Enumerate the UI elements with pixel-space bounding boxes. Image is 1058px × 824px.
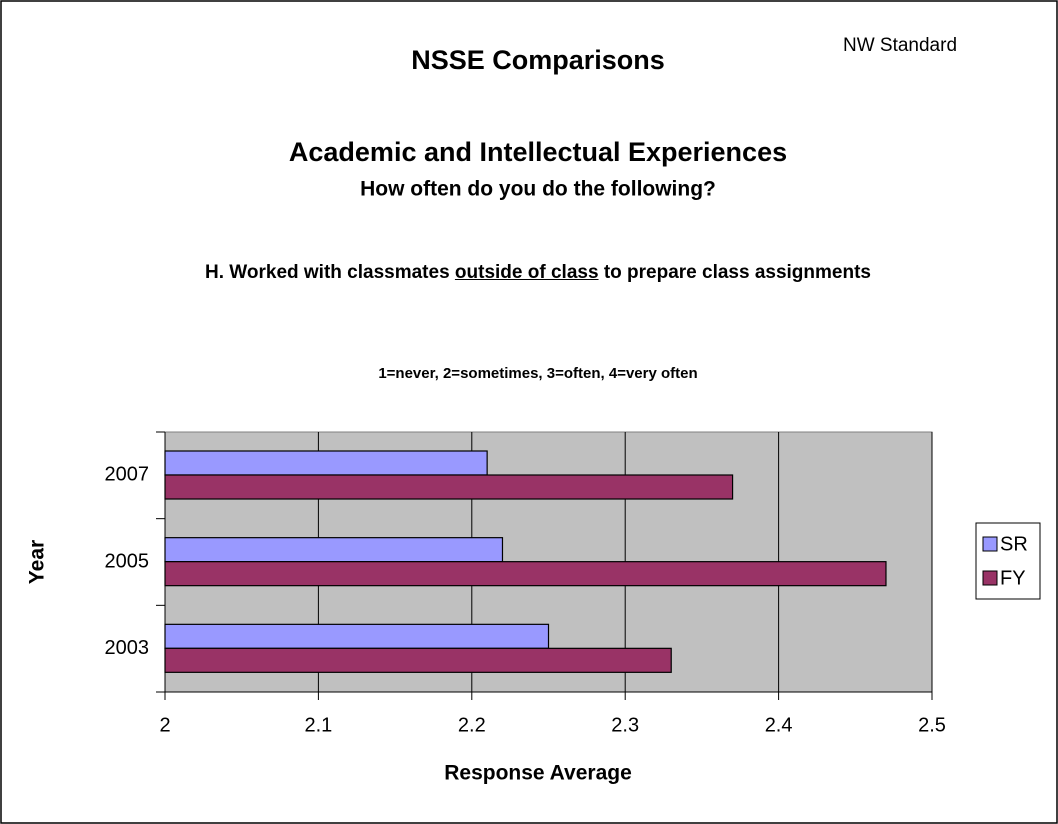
corner-note: NW Standard <box>843 35 957 56</box>
y-tick-label: 2005 <box>105 550 150 572</box>
legend-swatch <box>982 570 998 586</box>
legend-box <box>975 522 1041 600</box>
x-axis-title: Response Average <box>444 762 632 785</box>
bar <box>164 537 504 563</box>
question-text: H. Worked with classmates <box>205 262 450 283</box>
legend-swatch <box>982 536 998 552</box>
question: H. Worked with classmates outside of cla… <box>120 255 956 291</box>
x-tick-label: 2.5 <box>918 714 946 736</box>
x-tick-label: 2.4 <box>765 714 793 736</box>
legend-label: SR <box>1000 533 1028 555</box>
x-tick-label: 2.3 <box>611 714 639 736</box>
x-tick-label: 2.2 <box>458 714 486 736</box>
question-underlined: outside of class <box>454 262 599 283</box>
chart-title: NSSE Comparisons <box>411 45 665 75</box>
subtitle: Academic and Intellectual Experiences <box>289 137 787 167</box>
bar <box>164 623 550 649</box>
bar <box>164 647 672 673</box>
subtitle2: How often do you do the following? <box>360 178 716 201</box>
bar <box>164 561 887 587</box>
scale-note: 1=never, 2=sometimes, 3=often, 4=very of… <box>378 365 697 382</box>
y-tick-label: 2007 <box>105 464 150 486</box>
bar <box>164 474 734 500</box>
x-tick-label: 2 <box>159 714 170 736</box>
legend-label: FY <box>1000 567 1026 589</box>
bar <box>164 450 488 476</box>
y-tick-label: 2003 <box>105 637 150 659</box>
x-tick-label: 2.1 <box>304 714 332 736</box>
y-axis-title: Year <box>26 540 49 584</box>
question-text: to prepare class assignments <box>603 262 871 283</box>
